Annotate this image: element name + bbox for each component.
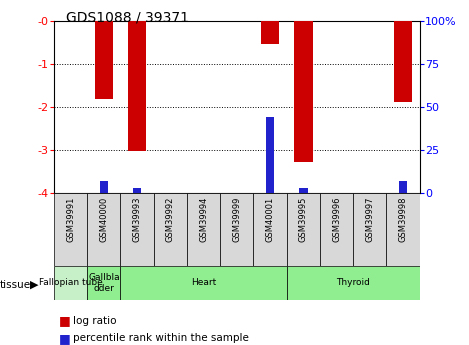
Text: GSM39994: GSM39994: [199, 197, 208, 242]
Text: GSM39995: GSM39995: [299, 197, 308, 242]
Bar: [287, 193, 320, 266]
Bar: [54, 193, 87, 266]
Bar: [99, 181, 108, 193]
Bar: [294, 21, 312, 162]
Bar: [154, 193, 187, 266]
Text: Fallopian tube: Fallopian tube: [38, 278, 102, 287]
Bar: [353, 193, 386, 266]
Text: Heart: Heart: [191, 278, 216, 287]
Text: ■: ■: [59, 332, 70, 345]
Text: GSM39996: GSM39996: [332, 197, 341, 242]
Bar: [299, 188, 308, 193]
Bar: [187, 193, 220, 266]
Bar: [220, 193, 253, 266]
Bar: [121, 266, 287, 300]
Text: GSM39998: GSM39998: [399, 197, 408, 242]
Bar: [386, 193, 420, 266]
Text: Gallbla
dder: Gallbla dder: [88, 273, 120, 293]
Text: GSM39991: GSM39991: [66, 197, 75, 242]
Text: tissue: tissue: [0, 280, 31, 289]
Text: GSM39993: GSM39993: [133, 197, 142, 242]
Bar: [399, 181, 407, 193]
Bar: [128, 21, 146, 151]
Bar: [394, 21, 412, 102]
Text: Thyroid: Thyroid: [336, 278, 370, 287]
Bar: [133, 188, 141, 193]
Text: GSM39997: GSM39997: [365, 197, 374, 242]
Text: log ratio: log ratio: [73, 316, 116, 326]
Bar: [121, 193, 154, 266]
Text: ▶: ▶: [30, 280, 38, 289]
Bar: [54, 266, 87, 300]
Bar: [87, 193, 121, 266]
Bar: [87, 266, 121, 300]
Bar: [261, 21, 279, 45]
Text: GSM40001: GSM40001: [265, 197, 275, 242]
Text: GSM39999: GSM39999: [232, 197, 242, 242]
Text: GSM39992: GSM39992: [166, 197, 175, 242]
Bar: [266, 117, 274, 193]
Text: ■: ■: [59, 314, 70, 327]
Bar: [95, 21, 113, 99]
Text: GDS1088 / 39371: GDS1088 / 39371: [66, 10, 189, 24]
Bar: [287, 266, 420, 300]
Text: percentile rank within the sample: percentile rank within the sample: [73, 333, 249, 343]
Bar: [253, 193, 287, 266]
Bar: [320, 193, 353, 266]
Text: GSM40000: GSM40000: [99, 197, 108, 242]
